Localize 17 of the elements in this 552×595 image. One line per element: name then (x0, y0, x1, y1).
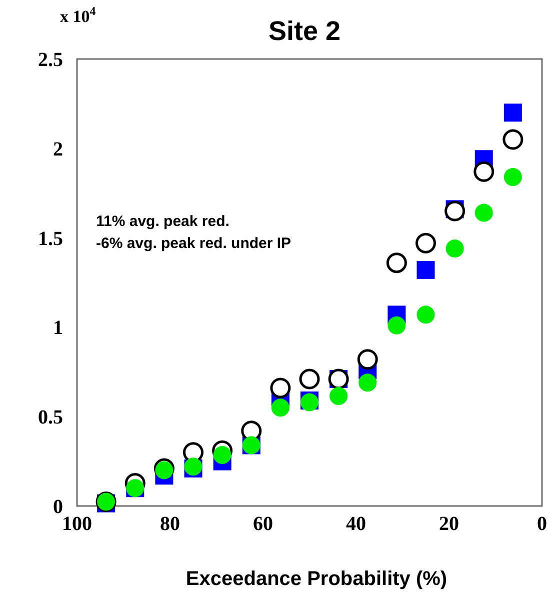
x-tick-label: 80 (160, 513, 180, 535)
x-tick-label: 0 (537, 513, 547, 535)
annotation: 11% avg. peak red. (96, 213, 230, 230)
x-tick-label: 40 (346, 513, 366, 535)
chart-title: Site 2 (268, 16, 341, 46)
x-tick-label: 60 (253, 513, 273, 535)
y-tick-label: 0 (53, 496, 63, 518)
y-tick-label: 2 (53, 138, 63, 160)
y-tick-label: 2.5 (38, 49, 63, 71)
x-tick-label: 20 (439, 513, 459, 535)
y-tick-label: 0.5 (38, 406, 63, 429)
y-axis-title: x 10$^{4}$ (60, 4, 96, 26)
x-axis-title: Exceedance Probability (%) (186, 568, 448, 590)
x-tick-label: 100 (62, 513, 92, 535)
y-tick-label: 1 (53, 317, 63, 340)
y-tick-label: 1.5 (38, 228, 63, 250)
annotation: -6% avg. peak red. under IP (96, 235, 292, 252)
